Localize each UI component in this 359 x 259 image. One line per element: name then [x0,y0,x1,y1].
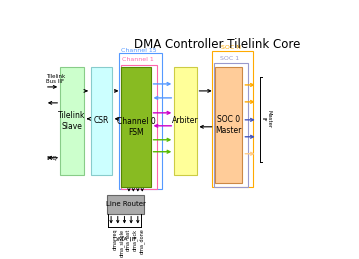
Text: Arbiter: Arbiter [172,116,199,125]
FancyBboxPatch shape [174,67,196,175]
Text: SOC 1: SOC 1 [220,56,239,61]
Text: Line Router: Line Router [106,201,145,207]
FancyBboxPatch shape [91,67,112,175]
Text: DMA IIF: DMA IIF [112,238,136,242]
Text: Tilelink
Slave: Tilelink Slave [58,111,86,131]
Text: IRQ: IRQ [46,155,57,160]
FancyBboxPatch shape [60,67,84,175]
Text: Channel 1: Channel 1 [122,57,153,62]
Text: dma_ack: dma_ack [132,228,137,250]
Text: dma_single: dma_single [118,228,124,256]
Text: dma_req: dma_req [112,228,118,250]
Text: Channel 15: Channel 15 [121,47,157,53]
Text: dma_last: dma_last [125,228,131,251]
Text: SOC 0
Master: SOC 0 Master [215,115,242,134]
Text: Channel 0
FSM: Channel 0 FSM [117,117,155,136]
Text: dma_done: dma_done [139,228,144,254]
Text: DMA Controller Tilelink Core: DMA Controller Tilelink Core [134,38,300,51]
Text: Master
IF: Master IF [261,110,271,128]
FancyBboxPatch shape [121,67,151,187]
Text: Tilelink
Bus IIF: Tilelink Bus IIF [46,74,65,84]
FancyBboxPatch shape [215,67,242,183]
FancyBboxPatch shape [107,195,144,214]
Text: CSR: CSR [94,116,109,125]
Text: SOC N: SOC N [221,45,241,49]
